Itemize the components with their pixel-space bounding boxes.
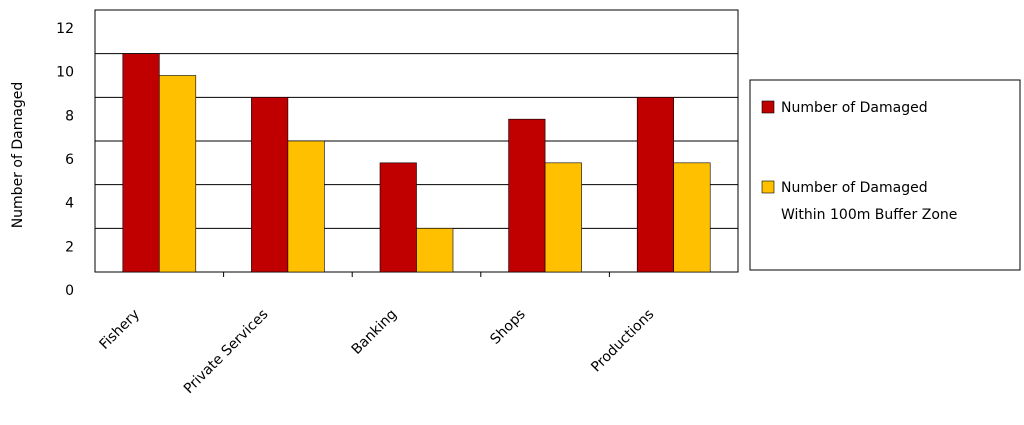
bar [122, 53, 160, 273]
y-tick-label: 2 [65, 239, 74, 255]
legend-line: Number of Damaged [781, 180, 928, 196]
legend-swatch [761, 100, 775, 114]
y-tick-label: 8 [65, 108, 74, 124]
bar [544, 162, 582, 273]
bar [673, 162, 711, 273]
x-tick-label: Fishery [96, 306, 142, 352]
bar [159, 75, 197, 273]
bar [379, 162, 417, 273]
legend-label: Number of Damaged Within 100m Buffer Zone [781, 180, 957, 223]
x-tick-label: Banking [349, 306, 400, 357]
legend-box [749, 79, 1021, 271]
y-tick-label: 4 [65, 196, 74, 212]
y-tick-label: 0 [65, 283, 74, 299]
bar [251, 97, 289, 273]
x-tick-label: Private Services [181, 306, 272, 397]
legend-line: Within 100m Buffer Zone [781, 207, 957, 223]
bar [287, 140, 325, 273]
x-tick-label: Productions [588, 306, 657, 375]
y-axis-label: Number of Damaged [10, 82, 26, 229]
bar [416, 228, 454, 273]
bar [508, 118, 546, 273]
y-tick-label: 6 [65, 152, 74, 168]
bar [636, 97, 675, 273]
legend-swatch [761, 180, 775, 194]
x-tick-label: Shops [487, 306, 528, 347]
legend-label: Number of Damaged [781, 100, 928, 116]
y-tick-label: 12 [56, 21, 74, 37]
y-tick-label: 10 [56, 65, 74, 81]
